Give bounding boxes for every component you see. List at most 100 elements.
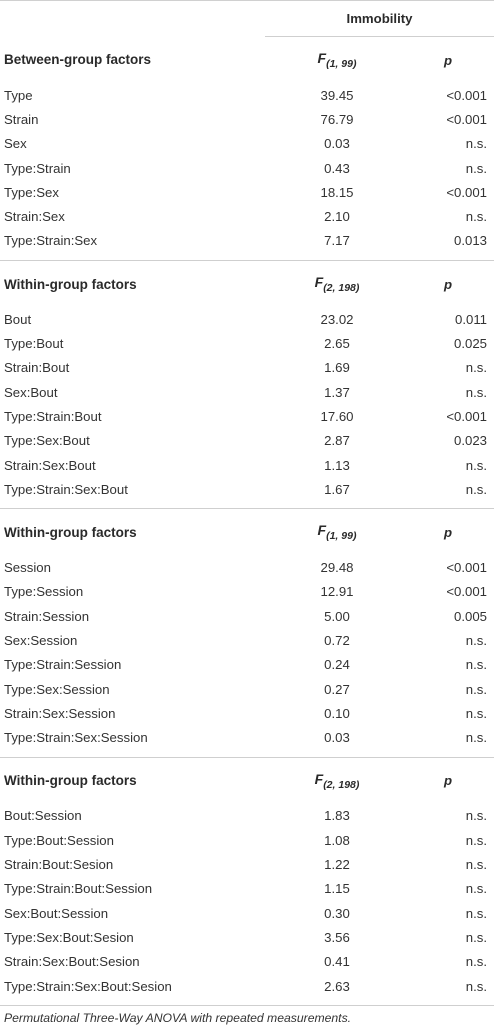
p-value: <0.001 — [446, 408, 488, 424]
p-value: <0.001 — [446, 111, 488, 127]
factor-label: Type:Sex:Session — [4, 681, 110, 697]
f-value: 0.41 — [324, 954, 350, 970]
p-value: n.s. — [465, 954, 488, 970]
table-row: Type:Bout 2.65 0.025 — [0, 331, 494, 355]
f-value: 1.08 — [324, 832, 350, 848]
f-value: 7.17 — [324, 233, 350, 249]
spacer-cell — [0, 253, 494, 261]
f-value: 5.00 — [324, 608, 350, 624]
f-value: 0.30 — [324, 905, 350, 921]
factor-label: Type:Strain:Sex — [4, 233, 98, 249]
table-row: Type:Session 12.91 <0.001 — [0, 580, 494, 604]
factor-label: Strain:Sex:Bout — [4, 457, 96, 473]
f-value: 0.27 — [324, 681, 350, 697]
table-row: Strain:Session 5.00 0.005 — [0, 604, 494, 628]
table-row: Type:Sex:Bout:Sesion 3.56 n.s. — [0, 925, 494, 949]
f-value: 0.72 — [324, 632, 350, 648]
p-value: 0.013 — [454, 233, 488, 249]
f-value: 17.60 — [320, 408, 354, 424]
table-row: Bout 23.02 0.011 — [0, 307, 494, 331]
table-row: Type:Strain:Bout:Session 1.15 n.s. — [0, 877, 494, 901]
factor-label: Type:Strain:Sex:Session — [4, 730, 148, 746]
table-row: Type:Bout:Session 1.08 n.s. — [0, 828, 494, 852]
table-row: Sex:Bout:Session 0.30 n.s. — [0, 901, 494, 925]
column-group-header-row: Immobility — [0, 0, 494, 37]
f-statistic-letter: F — [314, 274, 324, 291]
factor-label: Type:Bout — [4, 336, 64, 352]
section-header-row: Within-group factors F(2, 198) p — [0, 756, 494, 804]
factor-label: Type:Strain:Sex:Bout — [4, 481, 128, 497]
anova-table: Immobility Between-group factors F(1, 99)… — [0, 0, 494, 1007]
f-statistic-header: F(2, 198) — [265, 756, 409, 804]
factor-label: Strain:Session — [4, 608, 90, 624]
table-row: Strain:Bout:Sesion 1.22 n.s. — [0, 852, 494, 876]
f-value: 3.56 — [324, 929, 350, 945]
f-value: 1.67 — [324, 481, 350, 497]
f-value: 0.24 — [324, 657, 350, 673]
table-row: Sex:Bout 1.37 n.s. — [0, 380, 494, 404]
p-value: n.s. — [465, 481, 488, 497]
p-value-header: p — [409, 508, 494, 556]
factor-label: Type:Strain — [4, 160, 71, 176]
p-value-header: p — [409, 260, 494, 308]
factor-label: Sex:Bout — [4, 384, 58, 400]
section-spacer — [0, 750, 494, 758]
degrees-of-freedom: (1, 99) — [326, 530, 357, 543]
factor-label: Strain — [4, 111, 39, 127]
p-value: n.s. — [465, 978, 488, 994]
table-row: Type:Strain:Session 0.24 n.s. — [0, 653, 494, 677]
p-value: <0.001 — [446, 184, 488, 200]
table-row: Bout:Session 1.83 n.s. — [0, 804, 494, 828]
p-value: n.s. — [465, 384, 488, 400]
factor-label: Sex:Bout:Session — [4, 905, 109, 921]
factor-label: Type:Bout:Session — [4, 832, 114, 848]
factor-label: Sex:Session — [4, 632, 78, 648]
f-value: 1.22 — [324, 857, 350, 873]
table-row: Sex 0.03 n.s. — [0, 132, 494, 156]
p-value: n.s. — [465, 657, 488, 673]
p-value: 0.023 — [454, 433, 488, 449]
degrees-of-freedom: (2, 198) — [323, 778, 360, 791]
f-value: 12.91 — [320, 584, 354, 600]
table-row: Strain:Sex:Bout 1.13 n.s. — [0, 453, 494, 477]
section-header-row: Within-group factors F(2, 198) p — [0, 260, 494, 308]
factor-label: Strain:Bout:Sesion — [4, 857, 114, 873]
p-value: n.s. — [465, 136, 488, 152]
f-statistic-header: F(1, 99) — [265, 37, 409, 84]
factor-label: Type:Session — [4, 584, 84, 600]
factor-label: Type:Sex:Bout:Sesion — [4, 929, 134, 945]
p-value: 0.011 — [454, 311, 488, 327]
immobility-header: Immobility — [265, 0, 494, 37]
degrees-of-freedom: (1, 99) — [326, 58, 357, 70]
f-value: 18.15 — [320, 184, 354, 200]
p-value: n.s. — [465, 209, 488, 225]
table-row: Type:Strain:Bout 17.60 <0.001 — [0, 404, 494, 428]
table-row: Strain:Bout 1.69 n.s. — [0, 356, 494, 380]
factor-label: Strain:Sex — [4, 209, 65, 225]
f-value: 0.03 — [324, 136, 350, 152]
f-value: 29.48 — [320, 560, 354, 576]
p-value: n.s. — [465, 905, 488, 921]
f-value: 1.83 — [324, 808, 350, 824]
factor-label: Type:Sex:Bout — [4, 433, 90, 449]
table-row: Strain:Sex:Session 0.10 n.s. — [0, 701, 494, 725]
spacer-cell — [0, 998, 494, 1007]
table-row: Strain 76.79 <0.001 — [0, 107, 494, 131]
f-statistic-letter: F — [314, 770, 324, 787]
table-body: Between-group factors F(1, 99) p Type 39.45 <… — [0, 37, 494, 1007]
f-value: 1.15 — [324, 881, 350, 897]
f-value: 0.10 — [324, 705, 350, 721]
p-value: n.s. — [465, 681, 488, 697]
p-value: <0.001 — [446, 584, 488, 600]
table-row: Type:Sex:Session 0.27 n.s. — [0, 677, 494, 701]
factor-type-label: Between-group factors — [4, 52, 152, 68]
f-value: 2.87 — [324, 433, 350, 449]
p-value-header: p — [409, 756, 494, 804]
table-row: Type:Strain:Sex:Bout 1.67 n.s. — [0, 477, 494, 501]
factor-label: Bout:Session — [4, 808, 82, 824]
factor-label: Sex — [4, 136, 27, 152]
spacer-cell — [0, 750, 494, 758]
f-value: 2.63 — [324, 978, 350, 994]
p-value: n.s. — [465, 857, 488, 873]
p-value: 0.005 — [454, 608, 488, 624]
